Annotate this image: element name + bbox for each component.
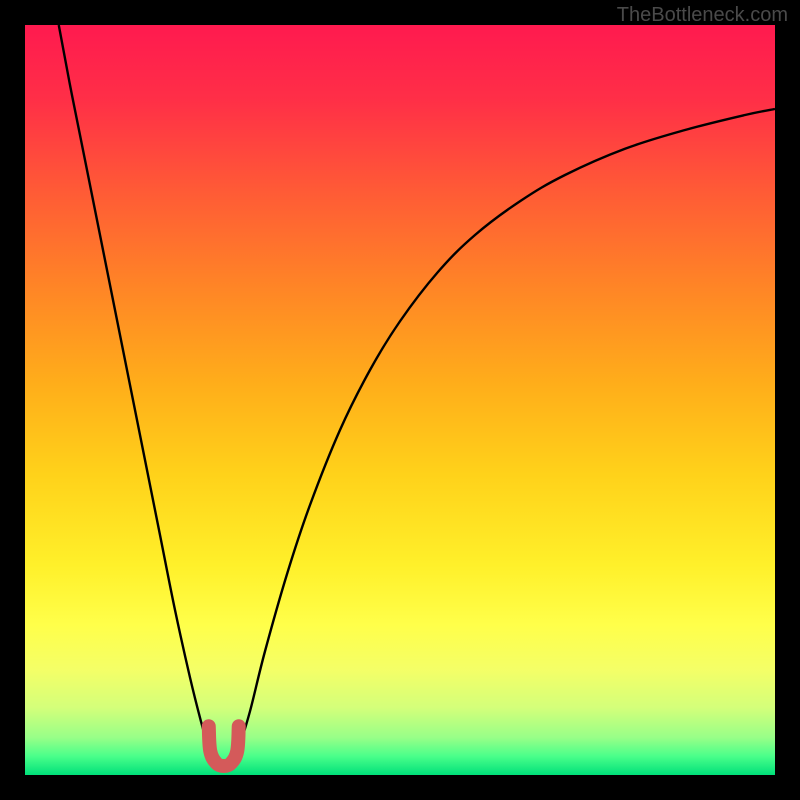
chart-svg [25, 25, 775, 775]
plot-area [25, 25, 775, 775]
watermark-text: TheBottleneck.com [617, 4, 788, 27]
chart-root: TheBottleneck.com [0, 0, 800, 800]
